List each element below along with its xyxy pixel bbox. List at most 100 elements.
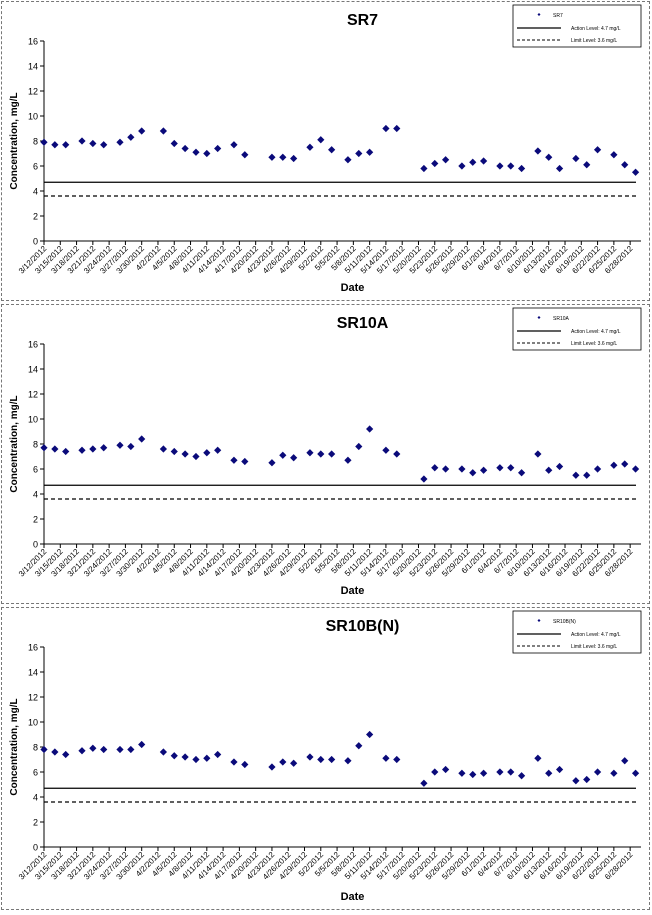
y-tick-label: 4 [33, 490, 38, 500]
data-point [593, 146, 602, 154]
data-point [555, 462, 564, 471]
y-tick-label: 12 [28, 87, 38, 97]
data-point [583, 775, 591, 784]
data-point [192, 755, 200, 764]
data-point [51, 141, 59, 149]
data-point [507, 162, 515, 170]
data-point [442, 156, 450, 164]
y-tick-label: 10 [28, 112, 38, 122]
legend-label-series: SR10B(N) [553, 619, 576, 625]
y-tick-label: 16 [28, 37, 38, 47]
data-point [496, 768, 504, 776]
data-point [138, 435, 146, 443]
y-tick-label: 6 [33, 465, 38, 475]
data-point [344, 456, 352, 464]
y-tick-label: 6 [33, 162, 38, 172]
data-point [290, 454, 298, 462]
data-point [469, 469, 477, 477]
data-point [545, 769, 553, 777]
data-point [306, 449, 314, 457]
data-point [593, 465, 602, 473]
y-tick-label: 2 [33, 515, 38, 525]
data-point [100, 141, 108, 149]
data-point [420, 779, 428, 787]
data-point [631, 769, 640, 777]
data-point [192, 452, 200, 461]
data-point [382, 446, 390, 454]
chart-sr10a: SR10A02468101214163/12/20123/15/20123/18… [9, 307, 642, 597]
data-point [127, 745, 135, 754]
data-point [621, 161, 629, 169]
x-axis-label: Date [341, 282, 365, 294]
data-point [78, 747, 86, 755]
data-point [268, 763, 276, 771]
y-axis-label: Concentration, mg/L [9, 395, 20, 492]
x-axis-label: Date [341, 891, 365, 903]
data-point [458, 769, 466, 777]
data-point [100, 444, 108, 452]
y-axis-label: Concentration, mg/L [9, 92, 20, 189]
data-point [241, 457, 249, 466]
chart-sr7: SR702468101214163/12/20123/15/20123/18/2… [9, 4, 642, 294]
data-point [572, 154, 580, 163]
data-point [442, 465, 450, 473]
legend-label-limit-level: Limit Level: 3.6 mg/L [571, 644, 617, 650]
data-point [458, 162, 466, 170]
data-point [469, 158, 477, 166]
data-point [306, 143, 314, 151]
data-point [393, 755, 401, 764]
data-point [192, 148, 200, 156]
legend-label-limit-level: Limit Level: 3.6 mg/L [571, 341, 617, 347]
data-point [480, 466, 488, 474]
data-point [116, 745, 124, 754]
data-point [420, 164, 428, 173]
data-point [317, 450, 325, 458]
y-tick-label: 2 [33, 212, 38, 222]
data-point [534, 450, 542, 458]
legend-label-action-level: Action Level: 4.7 mg/L [571, 329, 621, 335]
data-point [555, 164, 564, 173]
data-point [170, 752, 178, 760]
data-point [393, 450, 401, 458]
data-point [78, 137, 86, 145]
data-point [317, 136, 325, 144]
y-tick-label: 8 [33, 440, 38, 450]
data-point [382, 754, 390, 762]
data-point [279, 153, 287, 161]
data-point [469, 770, 477, 779]
data-point [442, 765, 450, 774]
data-point [344, 156, 352, 164]
legend-label-action-level: Action Level: 4.7 mg/L [571, 26, 621, 32]
y-tick-label: 0 [33, 843, 38, 853]
data-point [366, 730, 374, 739]
data-point [518, 164, 526, 173]
data-point [355, 742, 363, 750]
data-point [241, 760, 249, 769]
data-point [355, 149, 363, 158]
data-point [534, 754, 542, 762]
data-point [328, 450, 336, 458]
data-point [458, 465, 466, 473]
data-point [203, 754, 211, 762]
data-point [181, 753, 189, 761]
data-point [159, 748, 167, 756]
data-point [78, 446, 86, 454]
y-tick-label: 14 [28, 62, 38, 72]
data-point [214, 750, 222, 759]
y-tick-label: 12 [28, 390, 38, 400]
data-point [116, 441, 124, 449]
data-point [159, 127, 167, 135]
data-point [127, 442, 135, 451]
data-point [420, 475, 428, 483]
data-point [431, 159, 439, 168]
legend-marker-series [537, 619, 541, 622]
data-point [181, 144, 189, 153]
data-point [89, 139, 97, 148]
x-axis-label: Date [341, 585, 365, 597]
data-point [279, 451, 287, 459]
data-point [100, 745, 108, 754]
data-point [631, 168, 640, 176]
data-point [534, 147, 542, 155]
data-point [366, 148, 374, 156]
